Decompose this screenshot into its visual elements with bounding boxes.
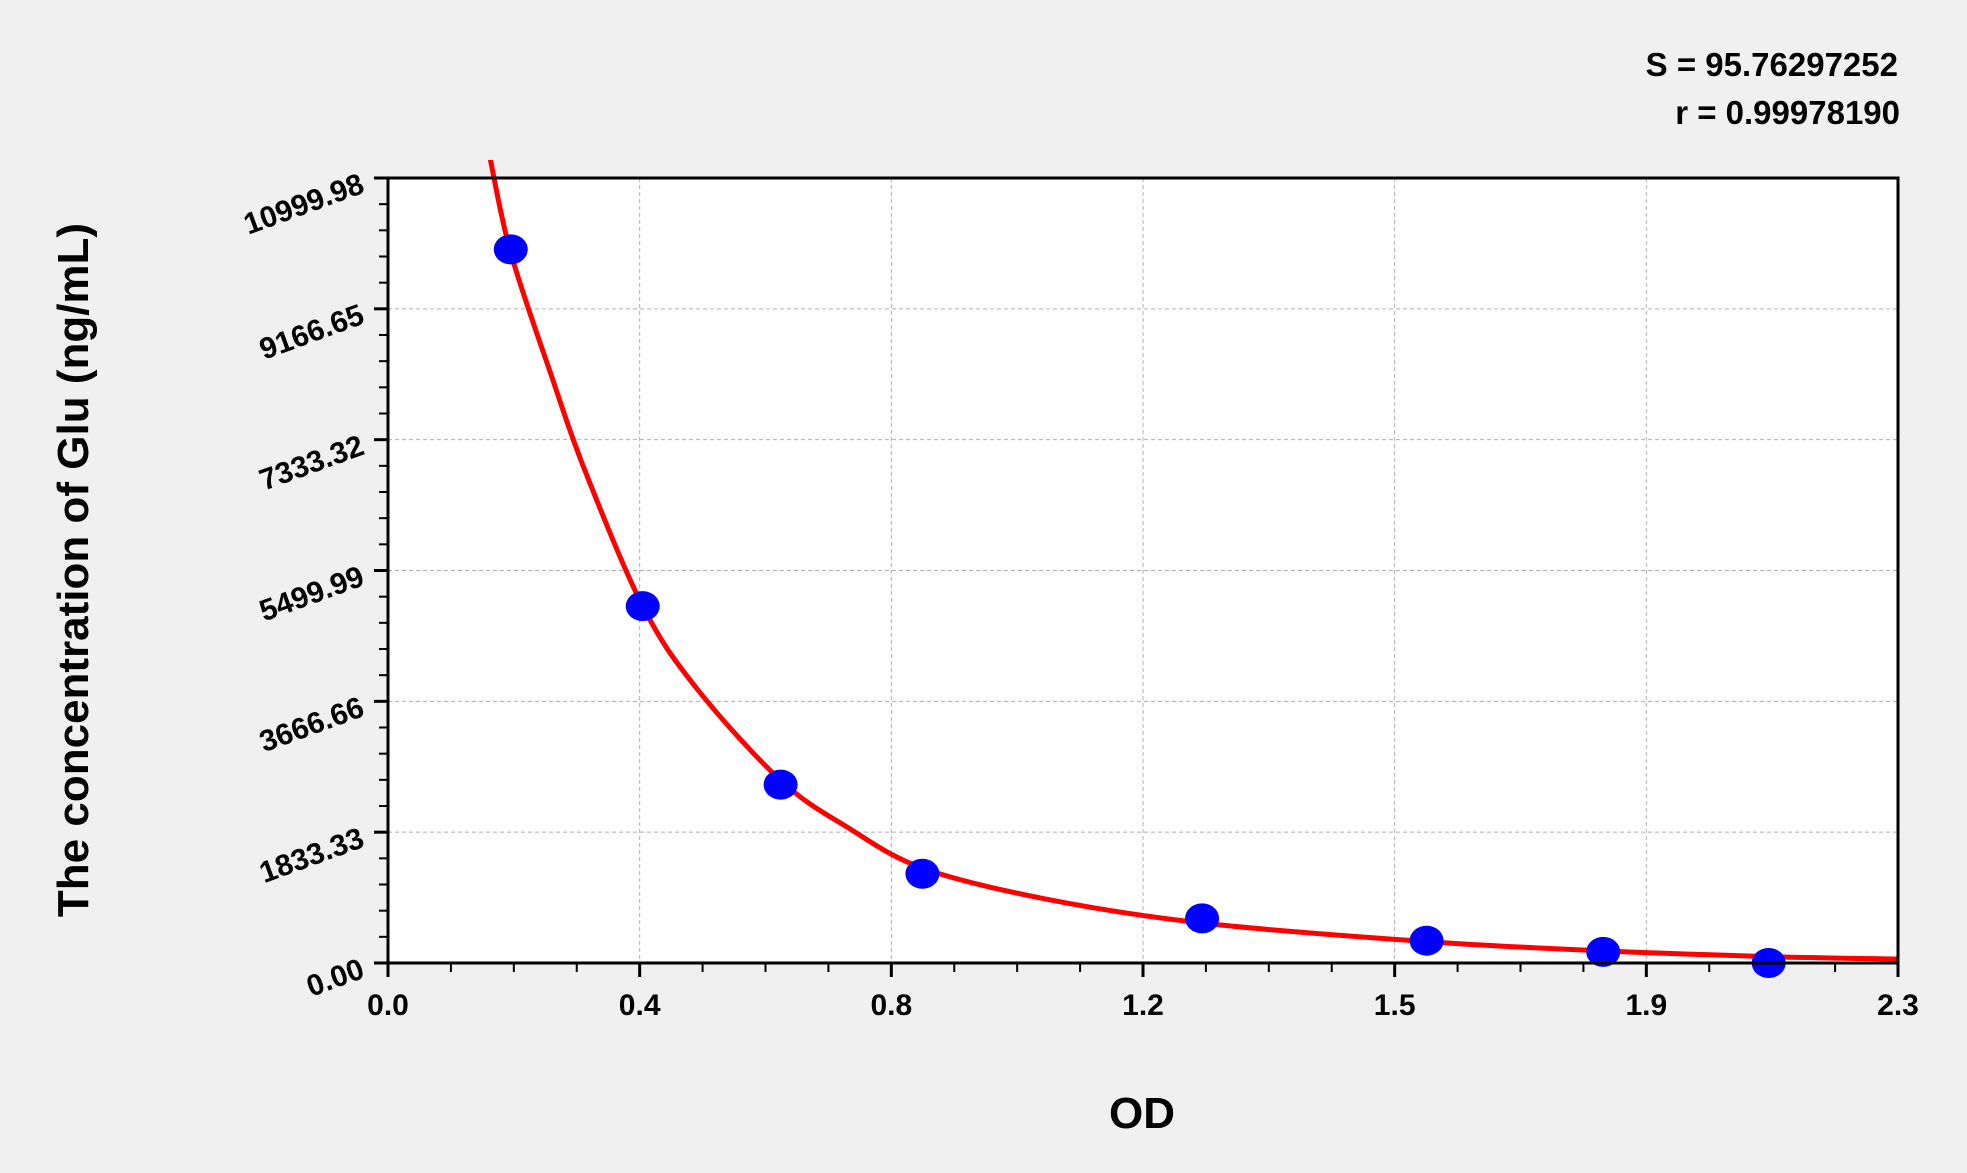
y-tick-label: 9166.65 <box>255 298 368 366</box>
y-tick-label: 10999.98 <box>240 168 369 242</box>
data-point <box>905 858 940 889</box>
data-point <box>1409 925 1444 956</box>
y-tick-labels: 0.00 1833.33 3666.66 5499.99 7333.32 9166.65 1… <box>240 168 369 1004</box>
data-point <box>1185 903 1220 934</box>
data-points <box>493 234 1786 978</box>
data-point <box>625 591 660 622</box>
annotation-r: r = 0.99978190 <box>1675 94 1900 131</box>
y-axis-label: The concentration of Glu (ng/mL) <box>49 223 98 917</box>
x-tick-label: 1.2 <box>1122 989 1164 1022</box>
y-tick-label: 5499.99 <box>255 560 368 628</box>
y-tick-label: 1833.33 <box>255 822 368 890</box>
y-tick-label: 0.00 <box>302 953 368 1004</box>
grid-lines <box>388 178 1898 963</box>
data-point <box>763 769 798 800</box>
fit-curve <box>487 160 1898 962</box>
x-tick-label: 0.0 <box>367 989 409 1022</box>
data-point <box>493 234 528 265</box>
x-tick-label: 1.9 <box>1625 989 1667 1022</box>
x-tick-label: 1.5 <box>1374 989 1416 1022</box>
x-tick-label: 2.3 <box>1877 989 1919 1022</box>
y-tick-label: 3666.66 <box>255 691 368 759</box>
y-tick-label: 7333.32 <box>255 429 368 497</box>
x-axis-label: OD <box>1109 1089 1175 1138</box>
x-tick-label: 0.4 <box>619 989 661 1022</box>
x-tick-labels: 0.0 0.4 0.8 1.2 1.5 1.9 2.3 <box>367 989 1919 1022</box>
data-point <box>1586 936 1621 967</box>
annotation-s: S = 95.76297252 <box>1646 46 1898 83</box>
x-tick-label: 0.8 <box>870 989 912 1022</box>
plot-frame <box>386 176 1900 965</box>
